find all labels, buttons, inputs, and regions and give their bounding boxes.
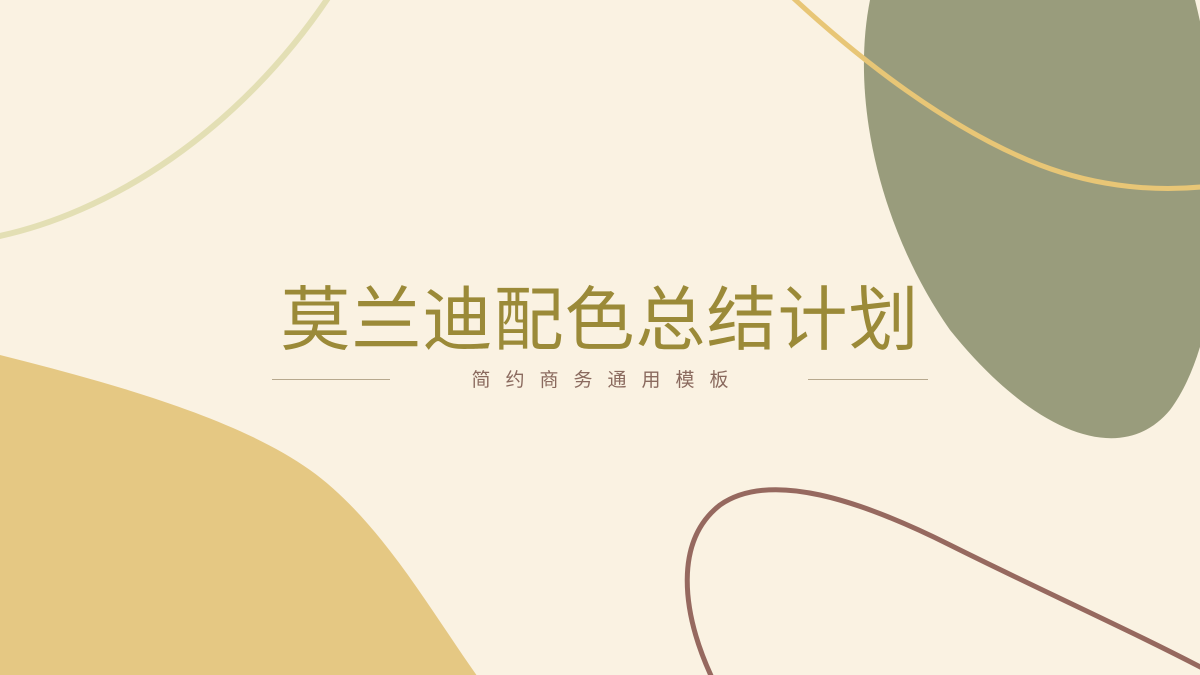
gold-curve-line [791,0,1200,191]
subtitle-row: 简约商务通用模板 [272,364,928,396]
sage-blob [863,0,1200,439]
subtitle-rule-left [272,379,390,380]
mauve-curve-line [684,487,1200,675]
slide-subtitle: 简约商务通用模板 [471,369,744,391]
pale-curve-line [0,0,331,239]
subtitle-rule-right [808,379,928,380]
slide-title: 莫兰迪配色总结计划 [280,279,920,361]
mustard-blob [0,355,477,675]
